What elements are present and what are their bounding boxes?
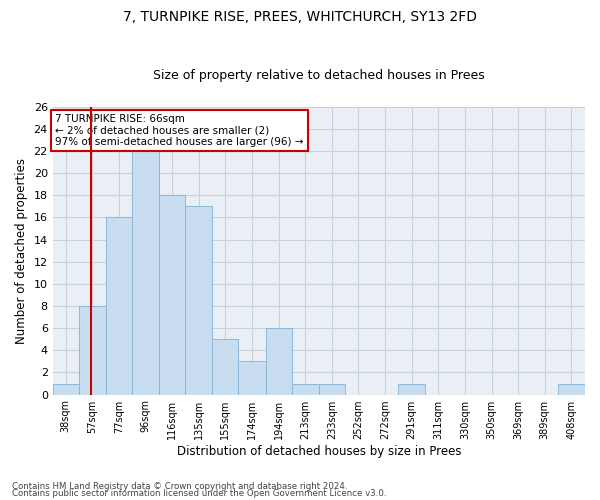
Y-axis label: Number of detached properties: Number of detached properties <box>15 158 28 344</box>
Text: Contains public sector information licensed under the Open Government Licence v3: Contains public sector information licen… <box>12 489 386 498</box>
Bar <box>185 206 212 394</box>
Bar <box>132 151 159 394</box>
Bar <box>398 384 425 394</box>
Bar <box>53 384 79 394</box>
Title: Size of property relative to detached houses in Prees: Size of property relative to detached ho… <box>153 69 485 82</box>
Text: Contains HM Land Registry data © Crown copyright and database right 2024.: Contains HM Land Registry data © Crown c… <box>12 482 347 491</box>
Bar <box>159 196 185 394</box>
Bar <box>212 339 238 394</box>
Bar <box>558 384 585 394</box>
Bar <box>292 384 319 394</box>
Bar <box>106 218 132 394</box>
Bar <box>319 384 345 394</box>
Text: 7, TURNPIKE RISE, PREES, WHITCHURCH, SY13 2FD: 7, TURNPIKE RISE, PREES, WHITCHURCH, SY1… <box>123 10 477 24</box>
Bar <box>266 328 292 394</box>
Bar <box>238 362 266 394</box>
X-axis label: Distribution of detached houses by size in Prees: Distribution of detached houses by size … <box>176 444 461 458</box>
Bar <box>79 306 106 394</box>
Text: 7 TURNPIKE RISE: 66sqm
← 2% of detached houses are smaller (2)
97% of semi-detac: 7 TURNPIKE RISE: 66sqm ← 2% of detached … <box>55 114 304 147</box>
